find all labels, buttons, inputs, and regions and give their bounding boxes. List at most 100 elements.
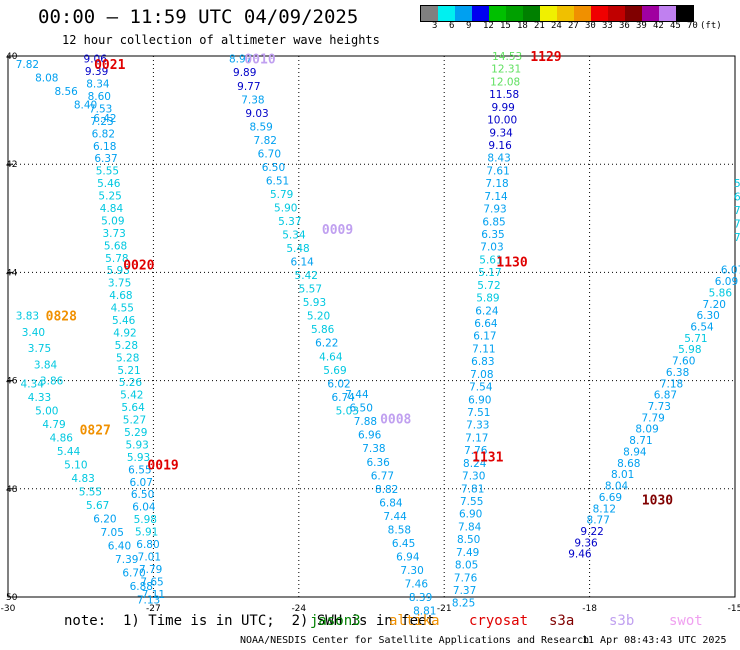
swh-value: 5.28: [115, 340, 138, 352]
swh-value: 8.97: [229, 54, 252, 66]
x-tick-label: -30: [1, 604, 16, 614]
satellite-tracks: 9.069.398.348.607.537.236.826.186.375.55…: [16, 50, 740, 618]
swh-value: 6.40: [108, 541, 131, 553]
swh-value: 7.60: [672, 356, 695, 368]
swh-value: 5.10: [64, 459, 87, 471]
swh-value: 4.34: [21, 378, 45, 390]
color-swatch: [472, 6, 489, 21]
color-scale-label: 3: [432, 21, 438, 31]
swh-value: 6.30: [696, 310, 719, 322]
swh-value: 5: [734, 178, 740, 190]
page-subtitle: 12 hour collection of altimeter wave hei…: [62, 33, 380, 47]
swh-value: 9.36: [574, 537, 598, 549]
color-scale-label: 70: [687, 21, 698, 31]
swh-value: 5.34: [282, 230, 306, 242]
swh-value: 5.61: [479, 254, 502, 266]
swh-value: 6.85: [482, 216, 505, 228]
swh-value: 7.55: [460, 496, 483, 508]
swh-value: 8.68: [617, 458, 640, 470]
pass-time-label: 0828: [46, 310, 77, 325]
swh-value: 6.80: [136, 539, 159, 551]
track-cryosat-1131: 1131: [472, 450, 503, 465]
pass-time-label: 0020: [123, 258, 154, 273]
edge-values: 56.7.7.7.1: [734, 178, 740, 244]
pass-time-label: 1131: [472, 450, 503, 465]
generated-timestamp: 11 Apr 08:43:43 UTC 2025: [582, 635, 727, 646]
swh-value: 9.99: [491, 102, 514, 114]
swh-value: 8.82: [375, 484, 398, 496]
swh-value: 6.09: [715, 276, 738, 288]
swh-value: 7.82: [254, 135, 277, 147]
track-s3b-0009: 0009: [322, 223, 353, 238]
swh-value: 7.79: [139, 564, 162, 576]
swh-value: 7.53: [89, 103, 112, 115]
pass-time-label: 0021: [94, 58, 125, 73]
swh-value: 6.50: [350, 403, 373, 415]
swh-value: 6.90: [468, 394, 491, 406]
swh-value: 9.34: [489, 127, 513, 139]
color-scale-label: 30: [585, 21, 596, 31]
swh-value: 7.51: [467, 407, 490, 419]
pass-time-label: 0827: [80, 423, 111, 438]
swh-value: 8.04: [605, 481, 629, 493]
swh-value: 7.1: [734, 232, 740, 244]
pass-time-label: 0008: [380, 412, 411, 427]
swh-value: 5.44: [57, 446, 81, 458]
x-tick-label: -27: [146, 604, 161, 614]
swh-value: 5.91: [135, 527, 158, 539]
color-swatch: [625, 6, 642, 21]
swh-value: 6.38: [666, 367, 689, 379]
swh-value: 6.35: [481, 229, 504, 241]
swh-value: 10.00: [487, 115, 517, 127]
swh-value: 5.46: [112, 315, 136, 327]
swh-value: 9.22: [580, 526, 603, 538]
y-tick-label: 50: [6, 593, 18, 603]
swh-value: 6.: [734, 192, 740, 204]
y-tick-label: 48: [6, 485, 18, 495]
color-swatch: [574, 6, 591, 21]
swh-value: 8.01: [611, 469, 634, 481]
pass-time-label: 0009: [322, 223, 353, 238]
track-cryosat-1130: 1130: [496, 256, 527, 271]
swh-value: 5.42: [120, 390, 143, 402]
track-cryosat-1129: 14.5312.3112.0811.589.9910.009.349.168.4…: [452, 50, 562, 610]
swh-value: 6.18: [93, 141, 116, 153]
swh-value: 8.09: [635, 424, 658, 436]
color-scale-label: 45: [670, 21, 681, 31]
swh-value: 8.34: [86, 79, 110, 91]
swh-value: 6.51: [266, 175, 289, 187]
swh-value: 5.27: [123, 415, 146, 427]
swh-value: 7.39: [115, 554, 138, 566]
swh-value: 6.02: [327, 378, 350, 390]
swh-value: 5.69: [323, 365, 346, 377]
swh-value: 3.73: [102, 228, 125, 240]
swh-value: 5.90: [274, 202, 297, 214]
swh-value: 6.88: [130, 581, 153, 593]
swh-value: 7.44: [383, 511, 407, 523]
swh-value: 3.83: [16, 311, 39, 323]
swh-value: 5.93: [107, 265, 130, 277]
swh-value: 6.90: [459, 509, 482, 521]
color-scale-label: 15: [500, 21, 511, 31]
swh-value: 6.14: [290, 257, 314, 269]
swh-value: 6.64: [474, 318, 498, 330]
pass-time-label: 1030: [642, 494, 673, 509]
swh-value: 5.28: [116, 352, 139, 364]
color-scale-label: 18: [517, 21, 528, 31]
color-swatch: [591, 6, 608, 21]
swh-value: 7.73: [648, 401, 671, 413]
swh-value: 6.87: [654, 390, 677, 402]
color-swatch: [676, 6, 693, 21]
x-tick-label: -21: [437, 604, 452, 614]
color-swatch: [642, 6, 659, 21]
swh-value: 6.17: [473, 331, 496, 343]
swh-value: 5.89: [476, 293, 499, 305]
swh-value: 7.05: [101, 527, 124, 539]
swh-value: 9.06: [84, 54, 108, 66]
swh-value: 7.11: [142, 589, 165, 601]
swh-value: 7.61: [486, 165, 509, 177]
legend-swot: swot: [669, 613, 703, 629]
color-scale-label: 33: [602, 21, 613, 31]
color-swatch: [540, 6, 557, 21]
swh-value: 5.67: [86, 500, 109, 512]
